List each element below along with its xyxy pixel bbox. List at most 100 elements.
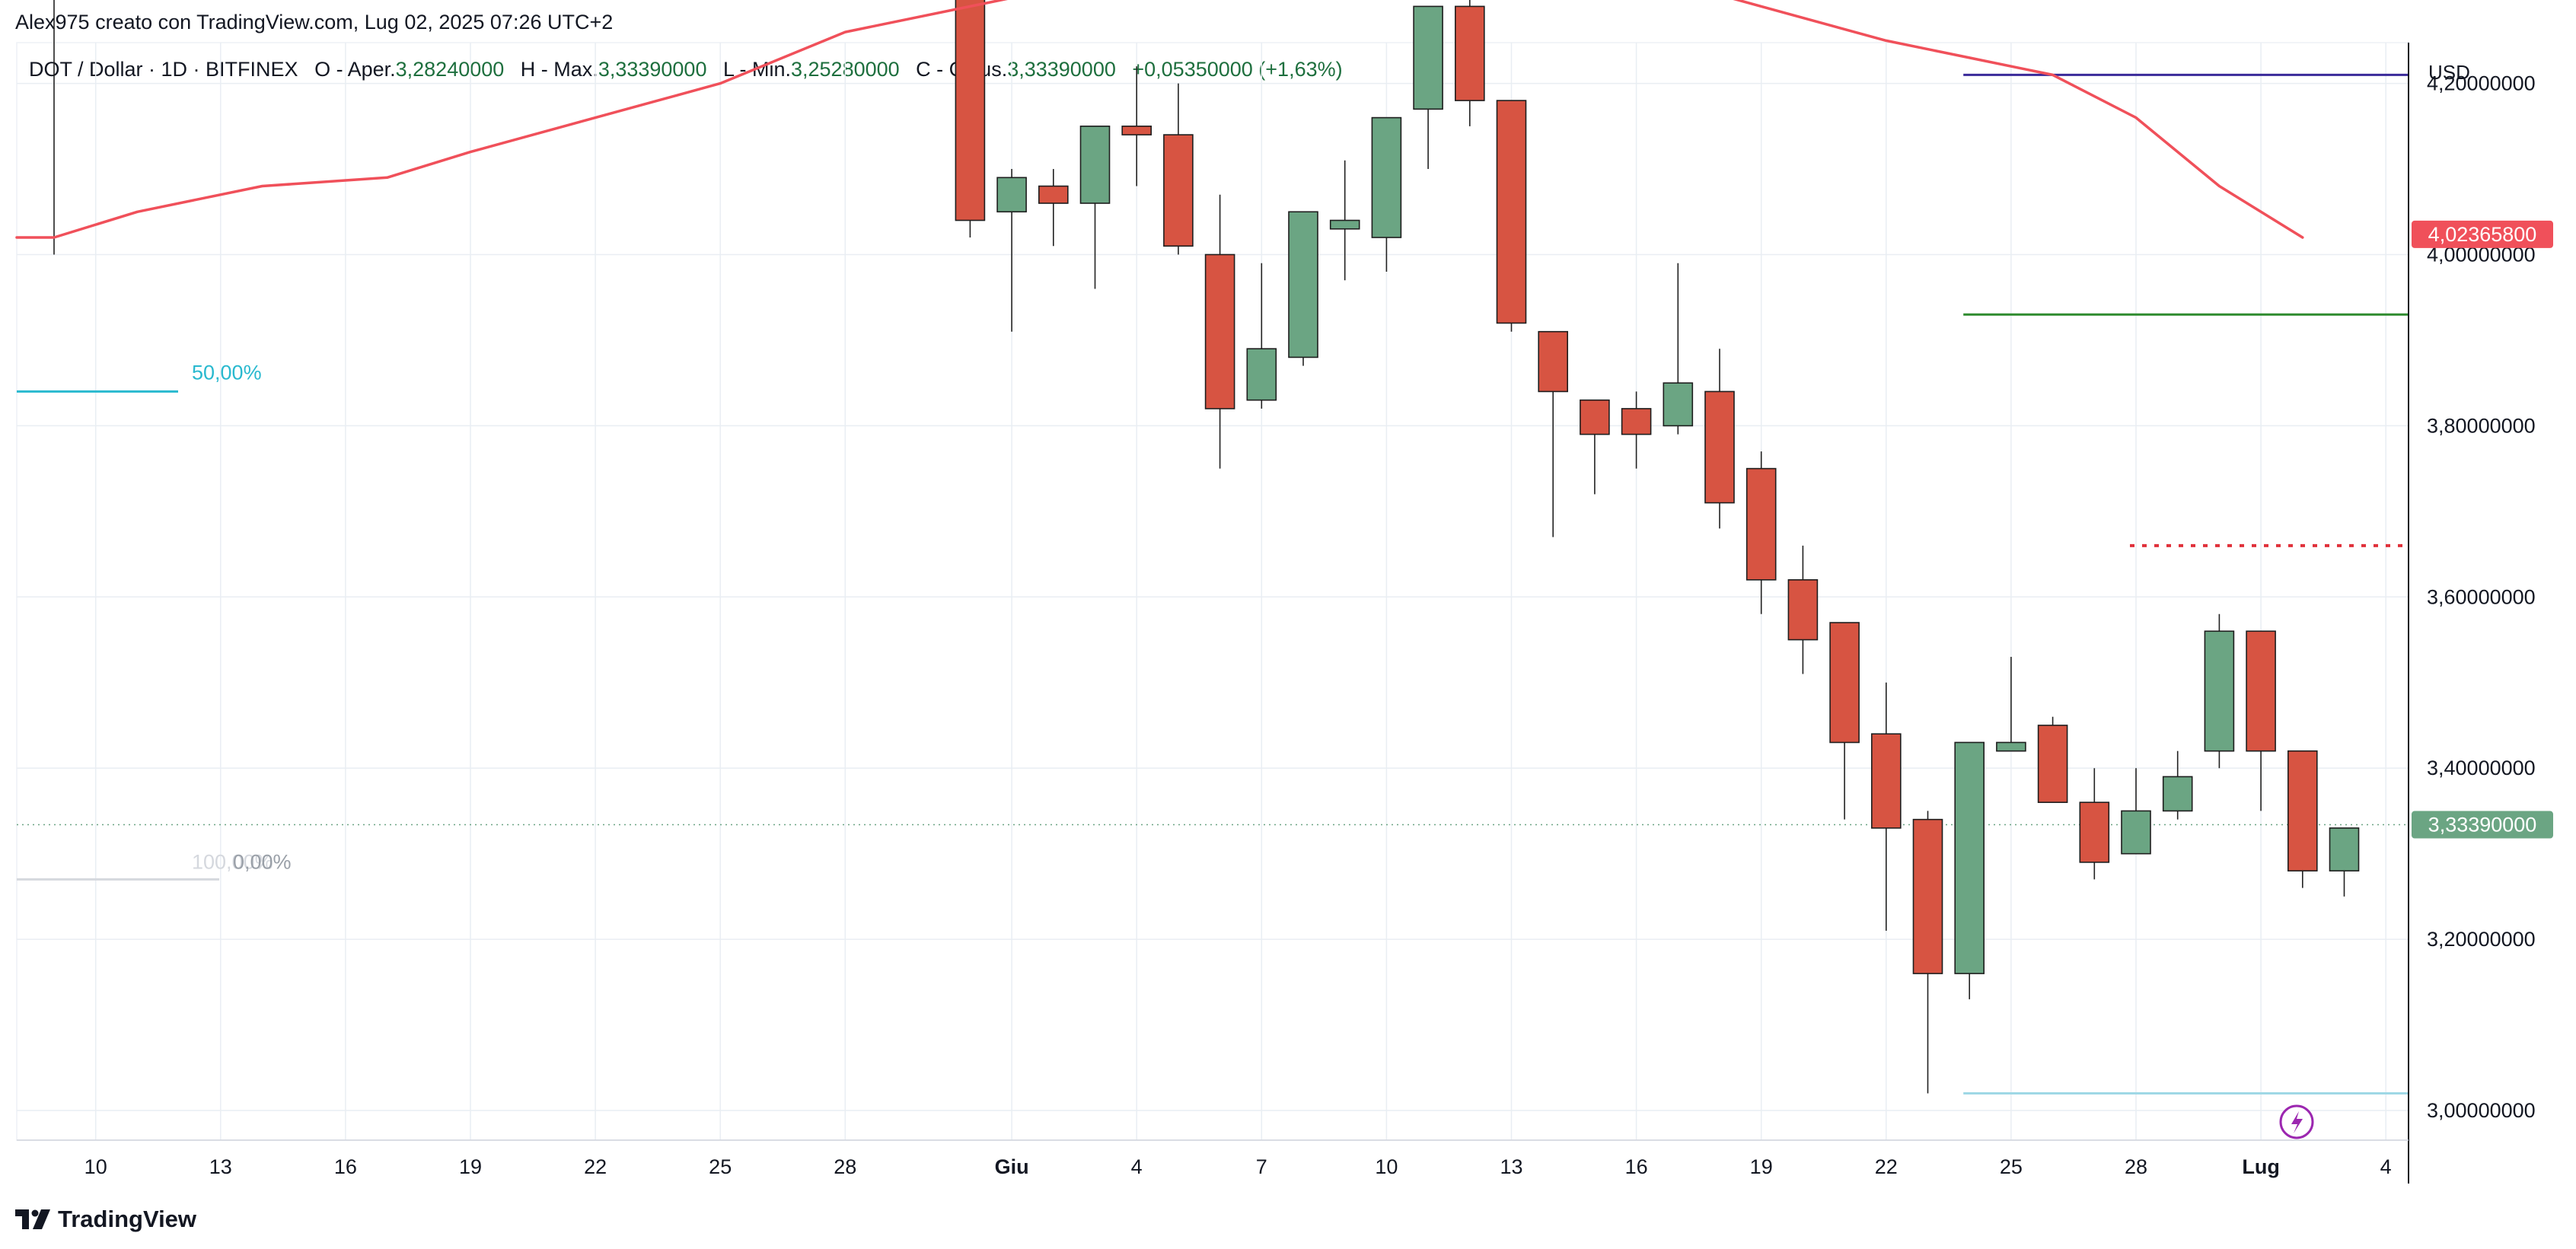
candle-body: [1288, 211, 1318, 358]
symbol-name[interactable]: DOT / Dollar · 1D · BITFINEX: [29, 58, 298, 81]
candle-body: [955, 0, 986, 221]
candle-body: [2037, 725, 2068, 803]
tradingview-logo[interactable]: TradingView: [15, 1204, 196, 1235]
chart-extras: [2279, 1104, 2314, 1139]
candle-body: [1580, 399, 1610, 435]
x-tick-label: 4: [1131, 1155, 1143, 1178]
candle-body: [1787, 579, 1819, 641]
x-tick-label: 22: [1875, 1155, 1898, 1178]
y-tick-label: 4,20000000: [2427, 72, 2536, 95]
candle-body: [1996, 741, 2026, 752]
candle: [1329, 160, 1360, 281]
x-tick-label: 10: [84, 1155, 107, 1178]
candle: [2329, 827, 2360, 897]
candle: [1621, 391, 1652, 469]
candlestick-series: [53, 0, 2360, 1094]
currency-label[interactable]: USD: [2428, 61, 2470, 84]
candle-body: [1704, 390, 1735, 504]
candle: [53, 0, 55, 255]
candle: [1996, 657, 2026, 752]
candle-body: [1246, 348, 1277, 401]
y-tick-label: 3,00000000: [2427, 1099, 2536, 1122]
open-label: O - Aper.: [314, 58, 396, 81]
candle: [1079, 126, 1111, 289]
candle-body: [2287, 750, 2318, 871]
candle: [1538, 330, 1568, 537]
x-tick-label: 19: [459, 1155, 482, 1178]
fib-label: 0,00%: [233, 850, 292, 873]
candle: [1496, 100, 1527, 332]
candle-body: [1079, 126, 1111, 204]
candle: [2204, 613, 2235, 769]
candle-body: [1954, 741, 1985, 974]
x-tick-label: Giu: [995, 1155, 1029, 1178]
candle: [1121, 66, 1152, 186]
candle: [1413, 5, 1443, 170]
last-price-badge-text: 3,33390000: [2428, 814, 2537, 836]
change-value: +0,05350000 (+1,63%): [1132, 58, 1343, 81]
candle: [996, 169, 1027, 332]
ma-price-badge-text: 4,02365800: [2428, 223, 2537, 246]
candle: [1246, 263, 1277, 409]
fib-label: 50,00%: [192, 361, 262, 384]
tradingview-logo-text: TradingView: [58, 1206, 197, 1232]
candle-body: [1121, 126, 1152, 135]
candle: [2079, 768, 2110, 880]
close-value: 3,33390000: [1007, 58, 1116, 81]
x-tick-label: 28: [834, 1155, 856, 1178]
chart-credit: Alex975 creato con TradingView.com, Lug …: [15, 11, 614, 33]
fib-annotations: 38,20%0,00%50,00%50,00%100,00%0,00%: [17, 361, 292, 881]
fib-label: 100,00%: [192, 850, 273, 873]
x-tick-label: 13: [209, 1155, 232, 1178]
candle: [1954, 741, 1985, 999]
candle: [1204, 194, 1235, 469]
lightning-icon[interactable]: [2279, 1104, 2314, 1139]
x-tick-label: 25: [709, 1155, 732, 1178]
x-tick-label: Lug: [2242, 1155, 2279, 1178]
ma-price-badge-bg: [2412, 220, 2553, 248]
high-label: H - Max.: [520, 58, 598, 81]
x-tick-label: 4: [2380, 1155, 2392, 1178]
candle: [1663, 263, 1694, 435]
candle-body: [1204, 253, 1235, 409]
candle-body: [1329, 219, 1360, 230]
candle: [955, 0, 986, 238]
candle: [2287, 750, 2318, 888]
candle-body: [2204, 630, 2235, 752]
candle-body: [1621, 408, 1652, 435]
candle: [1163, 83, 1194, 255]
lightning-icon-bolt: [2291, 1111, 2303, 1133]
candle-body: [2246, 630, 2276, 752]
candle-body: [1663, 382, 1694, 427]
candle-body: [2162, 776, 2193, 812]
candle-body: [1912, 818, 1943, 974]
open-value: 3,28240000: [395, 58, 505, 81]
x-tick-label: 10: [1375, 1155, 1398, 1178]
candle-body: [1538, 330, 1568, 393]
candle: [1371, 116, 1402, 272]
candle: [1038, 169, 1069, 247]
horizontal-levels: [17, 73, 2409, 1095]
x-tick-label: 19: [1750, 1155, 1773, 1178]
candle-body: [1829, 622, 1860, 744]
candle-body: [996, 177, 1027, 213]
candle: [1704, 349, 1735, 529]
candle-body: [2329, 827, 2360, 871]
moving-average-series: [15, 0, 2304, 239]
plot-frame: [16, 42, 2409, 1141]
y-tick-label: 3,40000000: [2427, 757, 2536, 779]
candle-body: [1745, 467, 1777, 581]
y-tick-label: 3,20000000: [2427, 928, 2536, 951]
y-tick-label: 3,60000000: [2427, 585, 2536, 608]
time-axis: 10 13 16 19 22 25 28 Giu 4 7 10 13 16 19 22 25 28 Lug 4: [17, 1139, 2409, 1178]
chart-grid: [16, 42, 2409, 1141]
x-tick-label: 25: [2000, 1155, 2023, 1178]
candle: [1787, 545, 1819, 674]
candle: [2162, 750, 2193, 820]
x-tick-label: 22: [584, 1155, 607, 1178]
price-badges: 4,02365800 3,33390000: [2412, 220, 2553, 839]
candle-body: [1455, 5, 1485, 101]
x-tick-label: 16: [334, 1155, 357, 1178]
candle-body: [2079, 801, 2110, 863]
